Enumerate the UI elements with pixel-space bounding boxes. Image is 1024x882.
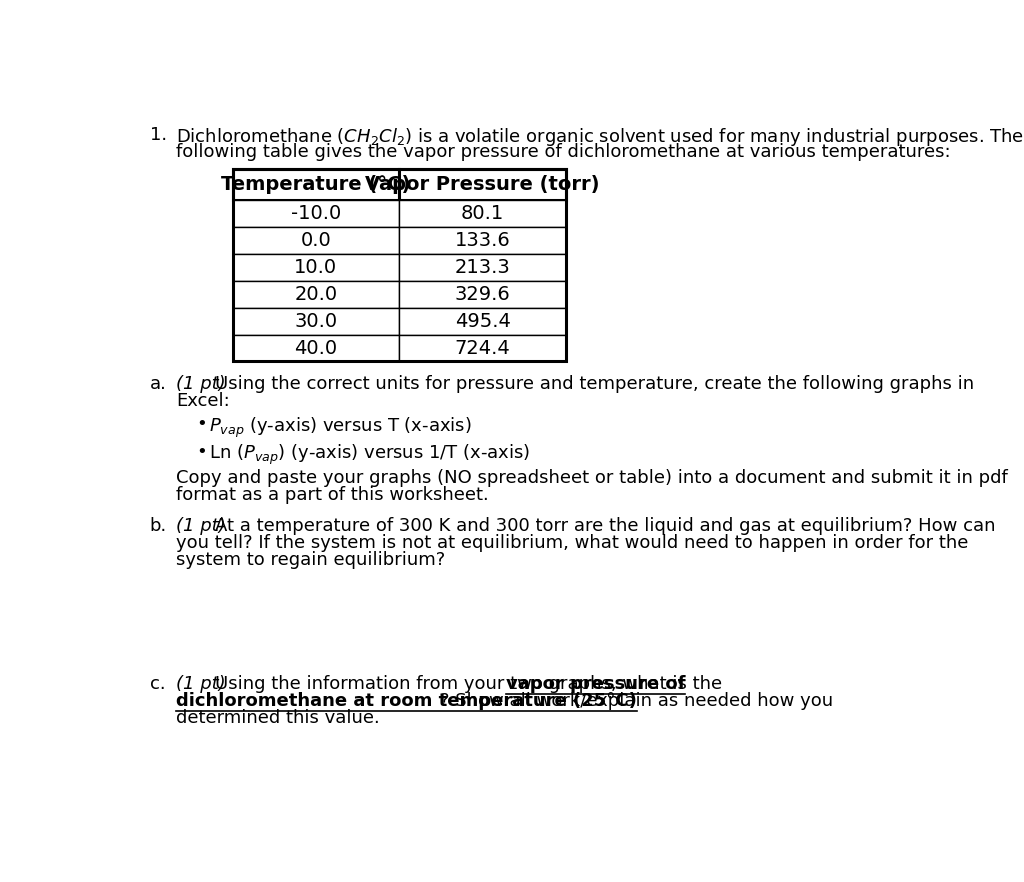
Text: Vapor Pressure (torr): Vapor Pressure (torr): [366, 175, 600, 194]
Text: Excel:: Excel:: [176, 392, 229, 410]
Text: you tell? If the system is not at equilibrium, what would need to happen in orde: you tell? If the system is not at equili…: [176, 534, 969, 552]
Text: 30.0: 30.0: [294, 311, 338, 331]
Text: vapor pressure of: vapor pressure of: [506, 675, 685, 693]
Text: Ln ($P_{vap}$) (y-axis) versus 1/T (x-axis): Ln ($P_{vap}$) (y-axis) versus 1/T (x-ax…: [209, 443, 530, 467]
Text: dichloromethane at room temperature (25°C): dichloromethane at room temperature (25°…: [176, 691, 637, 710]
Text: c.: c.: [150, 675, 165, 693]
Bar: [232, 169, 566, 362]
Text: (1 pt): (1 pt): [176, 675, 225, 693]
Text: 724.4: 724.4: [455, 339, 510, 357]
Bar: [232, 280, 399, 308]
Bar: [399, 308, 566, 334]
Text: Using the correct units for pressure and temperature, create the following graph: Using the correct units for pressure and…: [215, 376, 974, 393]
Bar: [232, 334, 399, 362]
Text: -10.0: -10.0: [291, 204, 341, 223]
Text: Temperature (°C): Temperature (°C): [221, 175, 411, 194]
Text: •: •: [197, 415, 207, 433]
Text: a.: a.: [150, 376, 167, 393]
Text: 495.4: 495.4: [455, 311, 511, 331]
Text: (1 pt): (1 pt): [176, 517, 225, 535]
Text: determined this value.: determined this value.: [176, 709, 380, 727]
Bar: [399, 200, 566, 227]
Text: 329.6: 329.6: [455, 285, 510, 303]
Bar: [399, 169, 566, 200]
Bar: [232, 227, 399, 254]
Text: Using the information from your two graphs, what is the: Using the information from your two grap…: [215, 675, 728, 693]
Text: 20.0: 20.0: [294, 285, 338, 303]
Text: 40.0: 40.0: [294, 339, 338, 357]
Text: Dichloromethane ($\mathit{CH_2Cl_2}$) is a volatile organic solvent used for man: Dichloromethane ($\mathit{CH_2Cl_2}$) is…: [176, 126, 1024, 148]
Text: system to regain equilibrium?: system to regain equilibrium?: [176, 551, 445, 569]
Bar: [232, 308, 399, 334]
Text: format as a part of this worksheet.: format as a part of this worksheet.: [176, 486, 488, 505]
Text: 133.6: 133.6: [455, 231, 510, 250]
Text: 80.1: 80.1: [461, 204, 504, 223]
Text: 1.: 1.: [150, 126, 167, 144]
Text: At a temperature of 300 K and 300 torr are the liquid and gas at equilibrium? Ho: At a temperature of 300 K and 300 torr a…: [215, 517, 995, 535]
Bar: [399, 334, 566, 362]
Text: ? Show all work/explain as needed how you: ? Show all work/explain as needed how yo…: [439, 691, 833, 710]
Text: b.: b.: [150, 517, 167, 535]
Text: Copy and paste your graphs (NO spreadsheet or table) into a document and submit : Copy and paste your graphs (NO spreadshe…: [176, 469, 1008, 487]
Text: (1 pt): (1 pt): [176, 376, 225, 393]
Bar: [399, 280, 566, 308]
Text: •: •: [197, 443, 207, 461]
Text: 0.0: 0.0: [301, 231, 332, 250]
Bar: [232, 254, 399, 280]
Bar: [399, 227, 566, 254]
Bar: [232, 169, 399, 200]
Bar: [232, 200, 399, 227]
Text: 10.0: 10.0: [294, 258, 338, 277]
Text: $P_{vap}$ (y-axis) versus T (x-axis): $P_{vap}$ (y-axis) versus T (x-axis): [209, 415, 472, 439]
Text: 213.3: 213.3: [455, 258, 510, 277]
Bar: [399, 254, 566, 280]
Text: following table gives the vapor pressure of dichloromethane at various temperatu: following table gives the vapor pressure…: [176, 143, 950, 161]
